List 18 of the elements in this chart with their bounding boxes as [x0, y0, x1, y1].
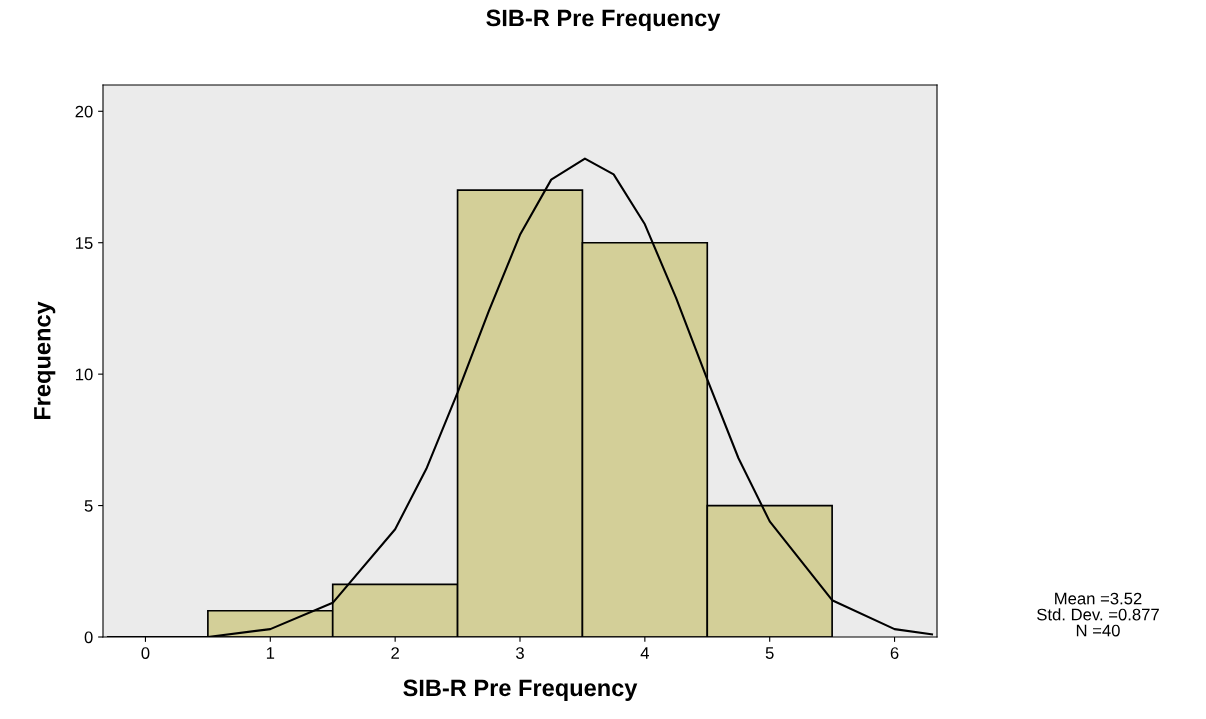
y-tick-label: 5: [84, 500, 93, 512]
text: N =40: [1076, 624, 1120, 637]
x-tick-label: 4: [640, 647, 649, 659]
x-tick-label: 3: [516, 647, 524, 659]
x-tick-label: 2: [391, 647, 399, 659]
y-tick-label: 0: [84, 631, 93, 644]
x-tick-label: 5: [765, 647, 774, 659]
x-tick-label: 1: [266, 647, 275, 659]
x-axis-title: SIB-R Pre Frequency: [403, 679, 638, 701]
y-axis-title: Frequency: [34, 301, 56, 420]
y-tick-label: 20: [75, 105, 93, 118]
x-tick-label: 6: [890, 647, 899, 659]
y-tick-label: 10: [76, 368, 93, 381]
chart-title: SIB-R Pre Frequency: [486, 9, 721, 32]
text: Std. Dev. =0.877: [1037, 608, 1159, 621]
y-tick-label: 15: [76, 237, 93, 249]
x-tick-label: 0: [141, 647, 150, 659]
text: Mean =3.52: [1055, 592, 1142, 605]
